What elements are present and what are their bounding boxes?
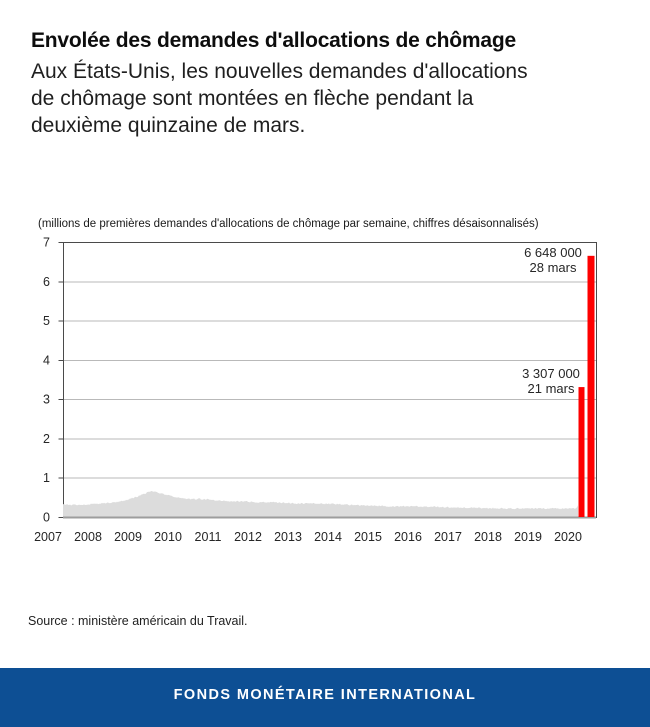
spike-bar-21-mars [578,387,585,517]
gridlines [63,281,596,479]
chart-units-note: (millions de premières demandes d'alloca… [38,218,539,230]
footer-brand-label: FONDS MONÉTAIRE INTERNATIONAL [173,686,477,703]
y-tick-label: 5 [43,314,50,328]
x-tick-label: 2010 [154,530,182,544]
x-tick-label: 2017 [434,530,462,544]
y-tick-label: 4 [43,353,50,367]
annotation-value: 3 307 000 [522,366,580,381]
x-tick-label: 2016 [394,530,422,544]
footer-bar: FONDS MONÉTAIRE INTERNATIONAL [0,668,650,727]
x-tick-label: 2015 [354,530,382,544]
page-subtitle: Aux États-Unis, les nouvelles demandes d… [31,58,631,139]
annotation-date: 28 mars [530,260,577,275]
x-tick-label: 2011 [195,530,222,544]
annotation-value: 6 648 000 [524,245,582,260]
x-tick-label: 2008 [74,530,102,544]
page-title: Envolée des demandes d'allocations de ch… [31,29,516,52]
area-series-weekly-claims [63,490,578,517]
x-axis-labels: 2007 2008 2009 2010 2011 2012 2013 2014 2015 2016… [34,530,582,544]
x-tick-label: 2018 [474,530,502,544]
x-tick-label: 2014 [314,530,342,544]
y-tick-label: 3 [43,393,50,407]
subtitle-line: deuxième quinzaine de mars. [31,114,306,137]
x-tick-label: 2019 [514,530,542,544]
y-tick-label: 7 [43,236,50,250]
y-tick-label: 1 [43,471,50,485]
subtitle-line: de chômage sont montées en flèche pendan… [31,87,474,110]
x-tick-label: 2012 [234,530,262,544]
y-axis-labels: 0 1 2 3 4 5 6 7 [43,236,63,525]
x-tick-label: 2007 [34,530,62,544]
y-tick-label: 0 [43,511,50,525]
annotation-date: 21 mars [528,381,575,396]
plot-border [63,242,597,518]
subtitle-line: Aux États-Unis, les nouvelles demandes d… [31,60,528,83]
source-text: Source : ministère américain du Travail. [28,614,248,628]
x-tick-label: 2020 [554,530,582,544]
y-tick-label: 2 [43,432,50,446]
spike-bar-28-mars [587,255,595,518]
y-tick-label: 6 [43,275,50,289]
x-tick-label: 2013 [274,530,302,544]
x-tick-label: 2009 [114,530,142,544]
